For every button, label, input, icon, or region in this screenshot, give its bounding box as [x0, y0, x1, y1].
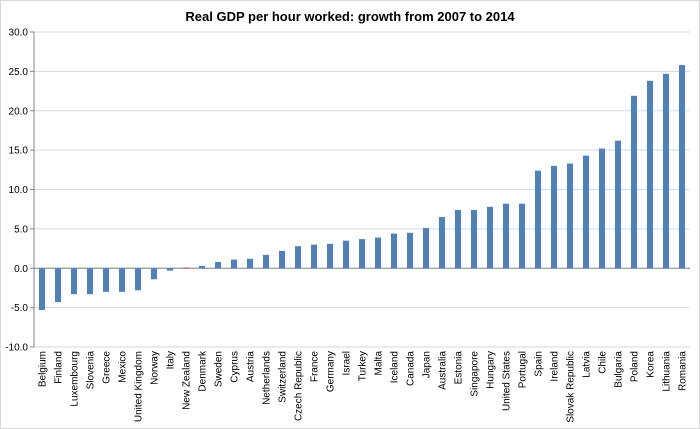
x-tick-label: Malta — [374, 351, 385, 376]
bar-canada — [406, 232, 414, 269]
bar-spain — [534, 170, 542, 269]
x-tick-label: Slovak Republic — [566, 351, 577, 423]
x-tick-label: Iceland — [390, 351, 401, 383]
x-tick-label: Italy — [166, 351, 177, 369]
x-tick-label: Hungary — [486, 351, 497, 389]
gridlines — [34, 31, 690, 348]
bar-bulgaria — [614, 140, 622, 269]
x-tick-label: Norway — [150, 351, 161, 385]
y-tick-label: 0.0 — [14, 264, 28, 275]
x-tick-label: Australia — [438, 351, 449, 390]
x-tick-label: Portugal — [518, 351, 529, 388]
bar-austria — [246, 258, 254, 269]
bar-australia — [438, 217, 446, 269]
bar-japan — [422, 228, 430, 269]
x-tick-label: Austria — [246, 351, 257, 383]
bar-norway — [150, 268, 158, 280]
y-tick-label: 30.0 — [9, 28, 29, 39]
x-tick-label: Israel — [342, 351, 353, 375]
x-tick-label: Bulgaria — [614, 351, 625, 388]
x-tick-label: Spain — [534, 351, 545, 377]
x-tick-label: United Kingdom — [134, 351, 145, 422]
x-tick-label: Slovenia — [86, 351, 97, 390]
bar-cyprus — [230, 259, 238, 269]
bar-netherlands — [262, 254, 270, 269]
x-tick-label: Greece — [102, 351, 113, 384]
bar-united-kingdom — [134, 268, 142, 291]
bar-greece — [102, 268, 110, 292]
bar-denmark — [198, 265, 206, 269]
x-tick-label: Chile — [598, 351, 609, 374]
bar-finland — [54, 268, 62, 303]
labels: -10.0 -5.0 0.0 5.0 10.0 15.0 20.0 25.0 30.0 Belgi… — [5, 28, 688, 423]
x-tick-label: United States — [502, 351, 513, 411]
x-tick-label: Turkey — [358, 351, 369, 381]
bar-united-states — [502, 203, 510, 269]
x-tick-label: Belgium — [38, 351, 49, 387]
x-tick-label: Latvia — [582, 351, 593, 378]
x-tick-label: Netherlands — [262, 351, 273, 405]
bar-iceland — [390, 233, 398, 269]
bar-ireland — [550, 165, 558, 269]
bar-korea — [646, 80, 654, 269]
bar-czech-republic — [294, 246, 302, 269]
x-tick-label: Luxembourg — [70, 351, 81, 407]
x-tick-label: Poland — [630, 351, 641, 382]
x-tick-label: Korea — [646, 351, 657, 378]
y-tick-label: -10.0 — [5, 343, 28, 354]
x-tick-label: Switzerland — [278, 351, 289, 403]
x-tick-label: Germany — [326, 351, 337, 392]
bar-france — [310, 244, 318, 269]
bar-sweden — [214, 261, 222, 269]
x-tick-label: France — [310, 351, 321, 383]
bar-chile — [598, 148, 606, 269]
bar-romania — [678, 65, 686, 269]
bar-malta — [374, 237, 382, 269]
bar-belgium — [38, 268, 46, 310]
x-tick-label: Estonia — [454, 351, 465, 385]
y-tick-label: 20.0 — [9, 106, 29, 117]
y-tick-label: 15.0 — [9, 146, 29, 157]
bar-new-zealand — [182, 267, 190, 269]
bar-luxembourg — [70, 268, 78, 295]
bar-slovenia — [86, 268, 94, 295]
y-tick-label: -5.0 — [11, 303, 29, 314]
bar-hungary — [486, 206, 494, 269]
x-tick-label: Czech Republic — [294, 351, 305, 421]
bar-slovak-republic — [566, 163, 574, 269]
bar-switzerland — [278, 250, 286, 269]
bar-estonia — [454, 209, 462, 269]
x-tick-label: Singapore — [470, 351, 481, 397]
x-tick-label: Ireland — [550, 351, 561, 382]
bar-israel — [342, 240, 350, 269]
x-tick-label: Finland — [54, 351, 65, 384]
bar-singapore — [470, 209, 478, 269]
x-tick-label: Lithuania — [662, 351, 673, 392]
chart-title: Real GDP per hour worked: growth from 20… — [185, 9, 515, 24]
bar-germany — [326, 243, 334, 269]
bars — [38, 65, 686, 310]
x-tick-label: Cyprus — [230, 351, 241, 383]
x-tick-label: Japan — [422, 351, 433, 378]
y-tick-label: 5.0 — [14, 224, 28, 235]
bar-poland — [630, 95, 638, 269]
bar-turkey — [358, 239, 366, 269]
bar-latvia — [582, 155, 590, 269]
bar-portugal — [518, 203, 526, 269]
x-tick-label: Mexico — [118, 351, 129, 383]
y-tick-label: 25.0 — [9, 67, 29, 78]
x-tick-label: Denmark — [198, 350, 209, 392]
x-tick-label: Romania — [678, 351, 689, 391]
bar-mexico — [118, 268, 126, 292]
x-tick-label: New Zealand — [182, 351, 193, 410]
x-tick-label: Sweden — [214, 351, 225, 387]
bar-italy — [166, 268, 174, 271]
y-tick-label: 10.0 — [9, 185, 29, 196]
x-tick-label: Canada — [406, 351, 417, 386]
bar-lithuania — [662, 73, 670, 269]
